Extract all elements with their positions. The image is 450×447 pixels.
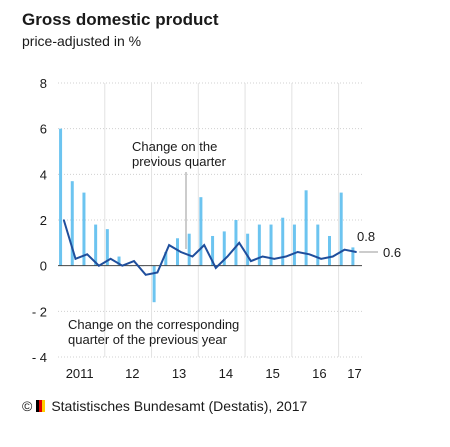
line-point <box>308 253 311 256</box>
line-point <box>86 253 89 256</box>
bar <box>211 235 215 266</box>
x-tick-label: 17 <box>347 366 361 381</box>
bar <box>304 190 308 266</box>
line-point <box>226 255 229 258</box>
line-point <box>203 244 205 246</box>
bar <box>94 224 98 266</box>
bar <box>327 235 331 266</box>
bar <box>316 224 320 266</box>
bar <box>164 251 168 266</box>
line-point <box>331 255 334 258</box>
year-dividers <box>104 83 340 357</box>
line-point <box>179 251 182 253</box>
line-point <box>168 244 170 246</box>
y-tick-label: 6 <box>40 122 47 137</box>
bar-series <box>59 128 355 303</box>
bar <box>222 231 226 266</box>
x-tick-label: 16 <box>312 366 326 381</box>
line-path <box>62 219 357 276</box>
quarter-annotation-line1: Change on the <box>132 139 217 154</box>
line-point <box>320 258 322 260</box>
x-tick-label: 2011 <box>66 366 94 381</box>
y-tick-label: 2 <box>40 213 47 228</box>
line-point <box>355 251 357 253</box>
bar <box>117 256 121 266</box>
y-tick-label: 4 <box>40 167 47 182</box>
copyright-symbol: © <box>22 398 33 414</box>
year-annotation-line2: quarter of the previous year <box>68 332 228 347</box>
line-point <box>273 258 276 260</box>
bar <box>59 128 63 266</box>
x-tick-label: 13 <box>172 366 186 381</box>
bar <box>199 197 203 266</box>
line-point <box>250 260 252 262</box>
bar <box>234 220 238 266</box>
bar <box>269 224 273 266</box>
line-point <box>98 264 100 267</box>
bar <box>257 224 261 266</box>
y-tick-label: 8 <box>40 76 47 91</box>
line-point <box>144 274 147 276</box>
last-line-value-label: 0.6 <box>383 245 401 260</box>
line-point <box>343 248 346 251</box>
gdp-chart: 8 6 4 2 0 - 2 - 4 2011 12 13 14 15 16 17 Change on t… <box>32 76 401 381</box>
y-tick-label: - 4 <box>32 350 47 365</box>
bar <box>351 247 355 266</box>
bar <box>152 265 156 303</box>
quarter-annotation-line2: previous quarter <box>132 154 227 169</box>
line-point <box>191 255 194 258</box>
line-point <box>296 251 299 253</box>
bar <box>339 192 343 266</box>
bar <box>187 233 191 266</box>
bar <box>70 181 74 266</box>
line-point <box>109 258 112 260</box>
y-tick-label: - 2 <box>32 304 47 319</box>
line-point <box>285 255 287 258</box>
y-tick-label: 0 <box>40 259 47 274</box>
bar <box>82 192 86 266</box>
line-point <box>74 258 77 260</box>
gridlines <box>58 82 362 358</box>
y-axis-ticks: 8 6 4 2 0 - 2 - 4 <box>32 76 47 365</box>
credit-line: © Statistisches Bundesamt (Destatis), 20… <box>22 398 307 414</box>
line-point <box>133 260 135 262</box>
line-point <box>63 219 65 221</box>
x-tick-label: 15 <box>265 366 279 381</box>
x-tick-label: 14 <box>219 366 233 381</box>
line-point <box>121 264 124 267</box>
destatis-flag-icon <box>36 400 46 412</box>
bar <box>246 233 250 266</box>
chart-title: Gross domestic product <box>22 10 219 29</box>
bar <box>292 224 296 266</box>
year-annotation-line1: Change on the corresponding <box>68 317 239 332</box>
last-bar-value-label: 0.8 <box>357 229 375 244</box>
line-point <box>156 271 159 274</box>
x-tick-label: 12 <box>125 366 139 381</box>
line-point <box>215 267 217 269</box>
x-axis-ticks: 2011 12 13 14 15 16 17 <box>66 366 362 381</box>
bar <box>281 217 285 266</box>
line-point <box>261 255 264 258</box>
bar <box>175 238 179 266</box>
chart-subtitle: price-adjusted in % <box>22 33 142 49</box>
credit-text: Statistisches Bundesamt (Destatis), 2017 <box>51 398 308 414</box>
line-series <box>62 219 357 276</box>
line-point <box>238 242 241 244</box>
bar <box>105 229 109 266</box>
